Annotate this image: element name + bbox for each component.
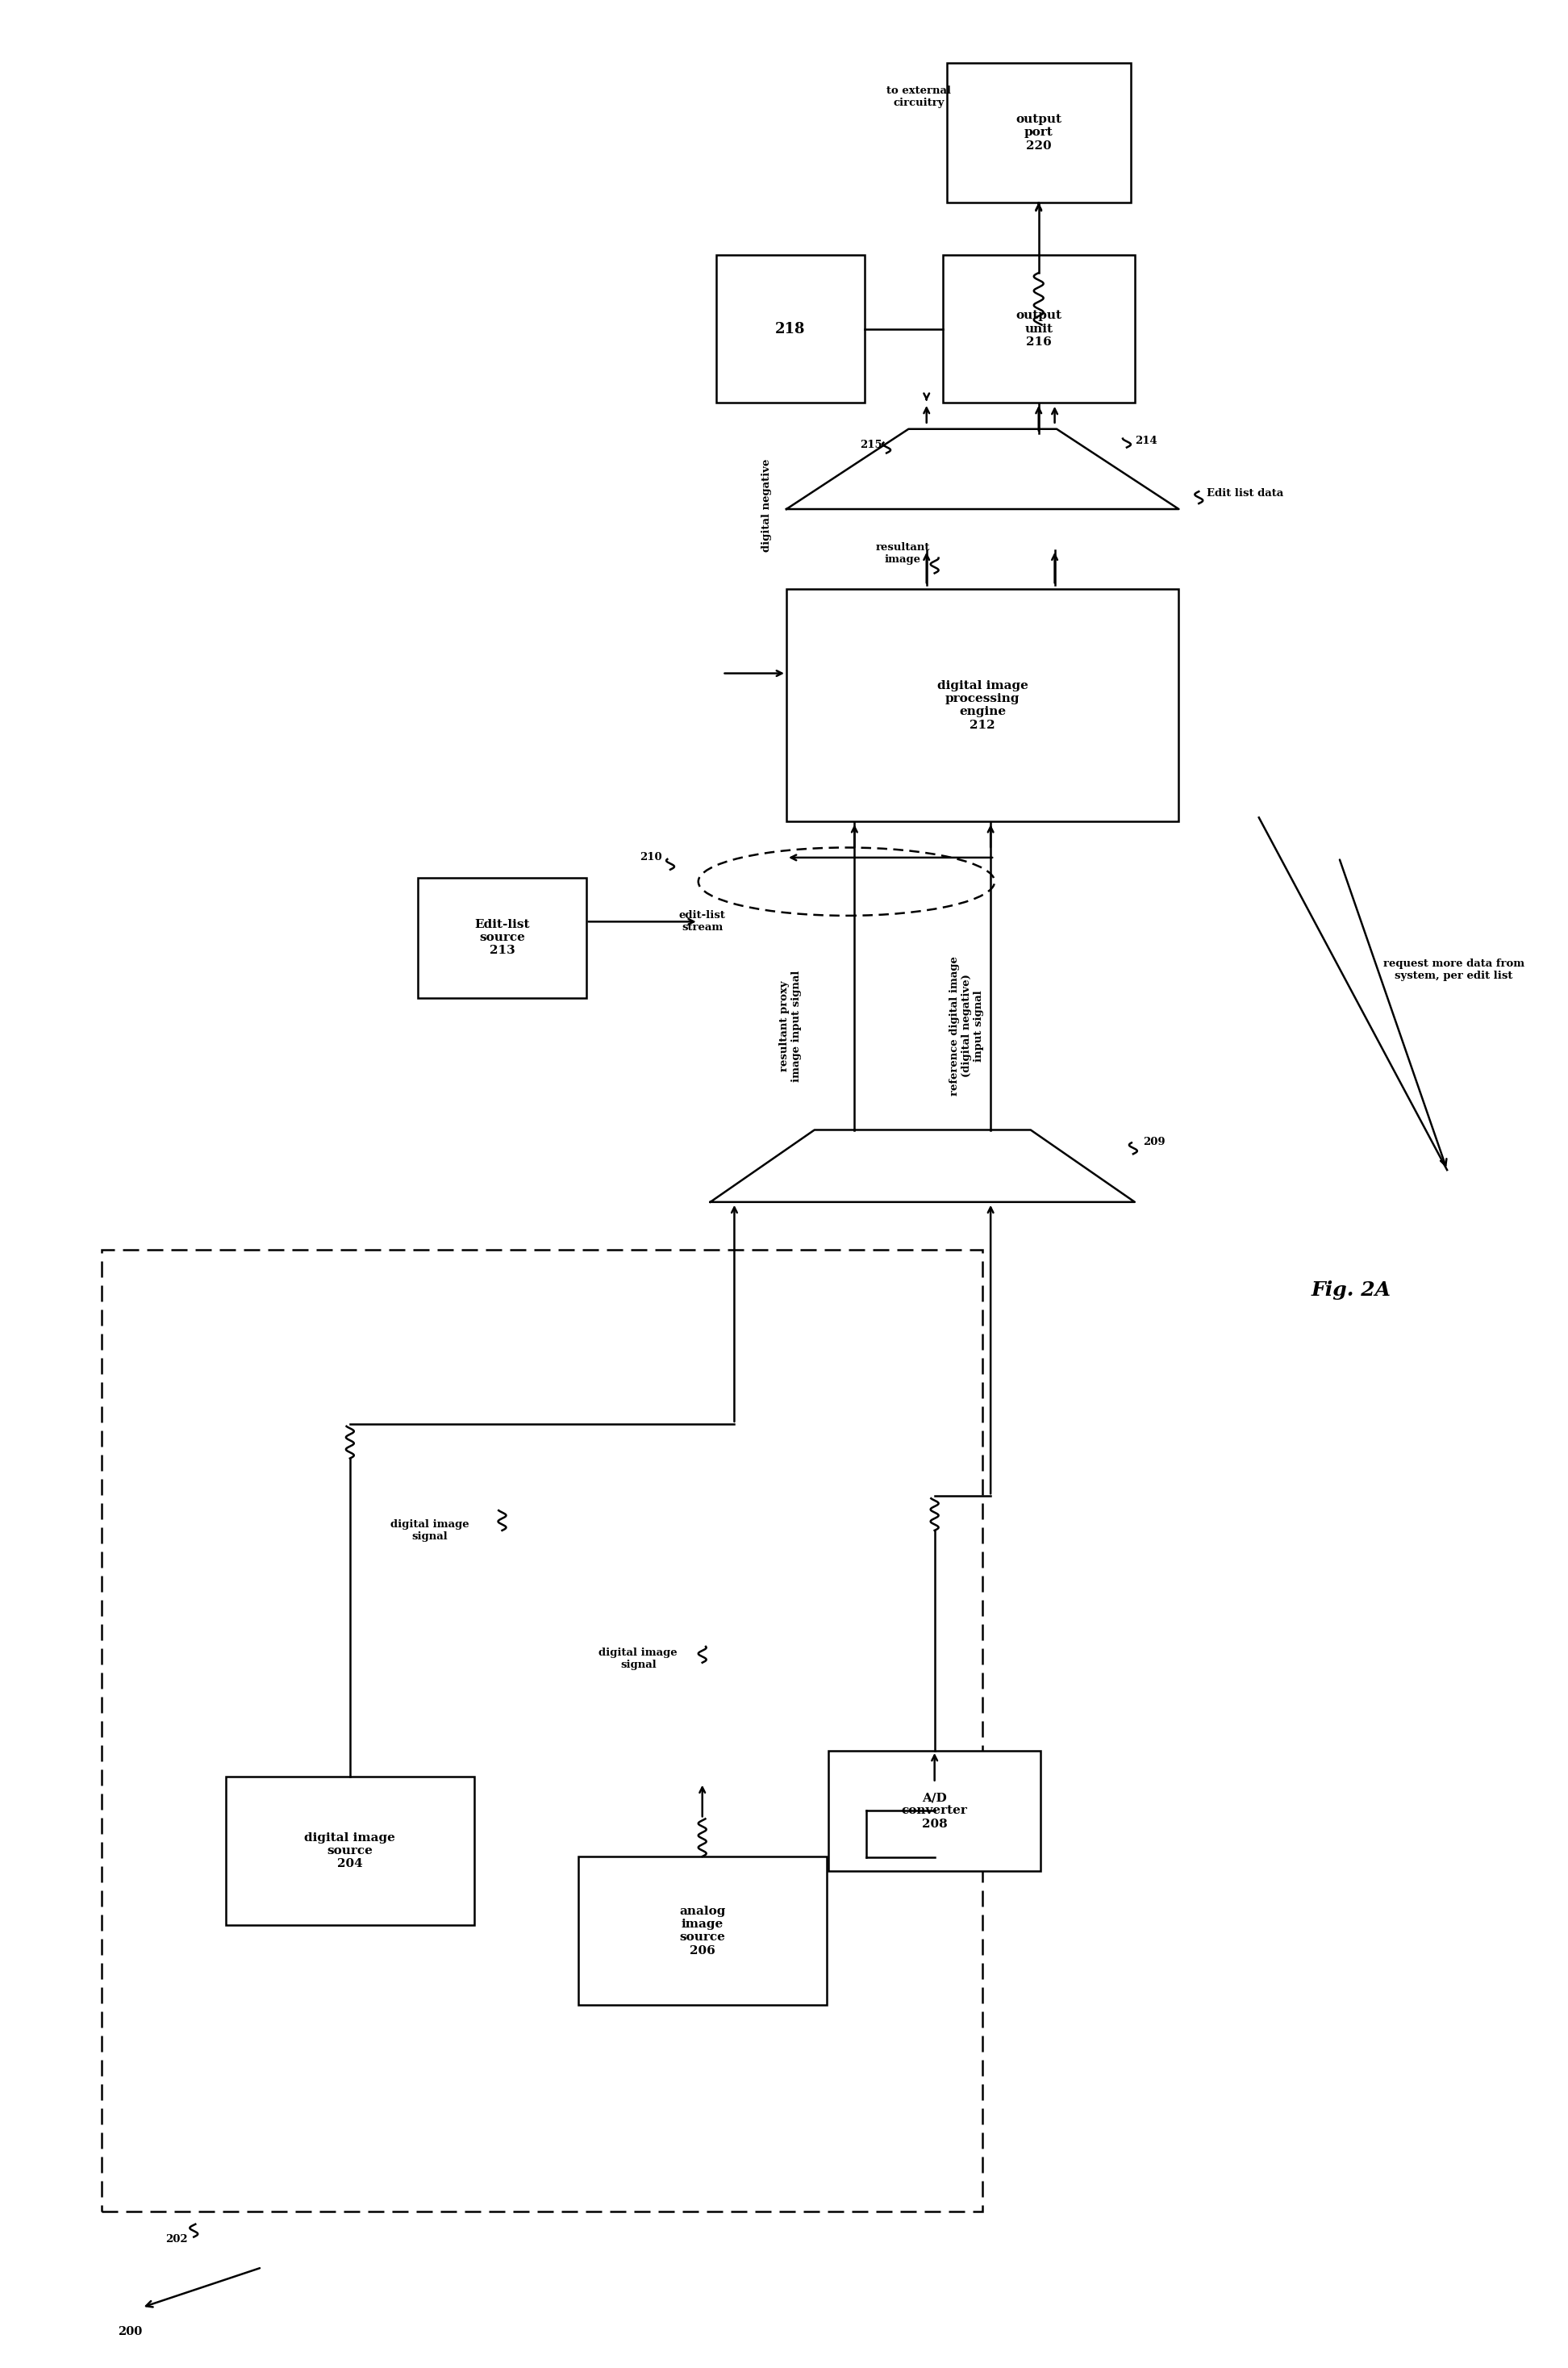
Text: digital image
processing
engine
212: digital image processing engine 212 [938, 680, 1029, 732]
Bar [419, 879, 586, 997]
Text: output
port
220: output port 220 [1016, 114, 1062, 152]
Text: 210: 210 [640, 852, 662, 862]
Text: 200: 200 [118, 2325, 143, 2337]
Text: edit-list
stream: edit-list stream [679, 909, 726, 933]
Text: digital image
source
204: digital image source 204 [304, 1833, 395, 1871]
Text: output
unit
216: output unit 216 [1016, 310, 1062, 348]
Text: A/D
converter
208: A/D converter 208 [902, 1793, 967, 1830]
Text: request more data from
system, per edit list: request more data from system, per edit … [1383, 959, 1524, 980]
Bar [947, 62, 1131, 204]
Text: 215: 215 [861, 440, 883, 450]
Text: digital image
signal: digital image signal [390, 1520, 469, 1542]
Text: analog
image
source
206: analog image source 206 [679, 1906, 726, 1956]
Text: digital image
signal: digital image signal [599, 1648, 677, 1669]
Bar [717, 256, 864, 403]
Bar [579, 1857, 826, 2006]
Bar [787, 590, 1179, 822]
Text: Fig. 2A: Fig. 2A [1311, 1281, 1391, 1300]
Bar [226, 1776, 474, 1925]
Text: digital negative: digital negative [760, 459, 771, 552]
Text: 214: 214 [1135, 436, 1157, 445]
Text: Edit-list
source
213: Edit-list source 213 [475, 919, 530, 957]
Text: 218: 218 [775, 322, 806, 336]
Bar [942, 256, 1135, 403]
Text: Edit list data: Edit list data [1207, 488, 1284, 497]
Text: to external
circuitry: to external circuitry [886, 85, 950, 109]
Text: reference digital image
(digital negative)
input signal: reference digital image (digital negativ… [949, 957, 985, 1096]
Ellipse shape [698, 848, 994, 916]
Text: resultant proxy
image input signal: resultant proxy image input signal [779, 971, 801, 1082]
Text: 202: 202 [166, 2233, 188, 2245]
Bar [102, 1250, 983, 2212]
Text: resultant
image: resultant image [875, 542, 930, 564]
Bar [828, 1750, 1041, 1871]
Text: 209: 209 [1143, 1137, 1165, 1146]
